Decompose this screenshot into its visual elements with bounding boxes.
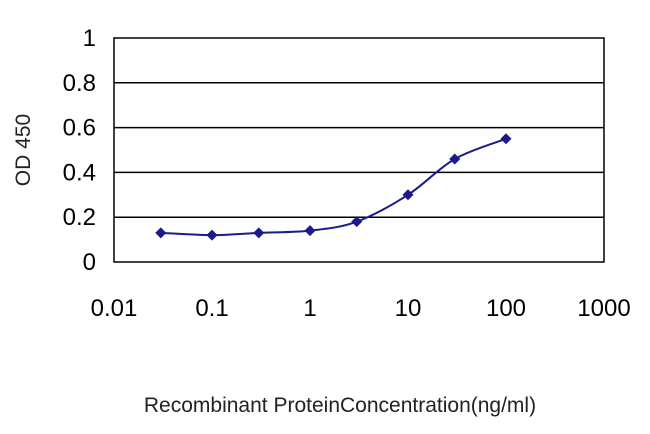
data-point [304, 225, 316, 237]
data-point [155, 227, 167, 239]
data-point [449, 153, 461, 165]
x-tick-label: 100 [486, 295, 526, 322]
x-tick-label: 0.1 [195, 295, 228, 322]
plot-area [113, 37, 605, 263]
x-tick-label: 1 [303, 295, 316, 322]
x-tick-labels: 0.01 0.1 1 10 100 1000 [91, 295, 631, 322]
y-tick-label: 0 [83, 249, 96, 276]
y-tick-label: 0.6 [63, 115, 96, 142]
x-axis-title: Recombinant ProteinConcentration(ng/ml) [144, 394, 536, 417]
series-layer [155, 133, 512, 241]
y-tick-labels: 0 0.2 0.4 0.6 0.8 1 [63, 25, 96, 276]
data-point [402, 189, 414, 201]
data-point [206, 229, 218, 241]
data-point [253, 227, 265, 239]
y-tick-label: 0.8 [63, 70, 96, 97]
x-tick-label: 10 [395, 295, 422, 322]
y-axis-title: OD 450 [12, 114, 35, 186]
y-tick-label: 1 [83, 25, 96, 52]
data-point [351, 216, 363, 228]
y-tick-label: 0.2 [63, 204, 96, 231]
x-tick-label: 1000 [577, 295, 630, 322]
grid-lines [114, 82, 604, 218]
y-tick-label: 0.4 [63, 159, 96, 186]
data-point [500, 133, 512, 145]
x-tick-label: 0.01 [91, 295, 138, 322]
